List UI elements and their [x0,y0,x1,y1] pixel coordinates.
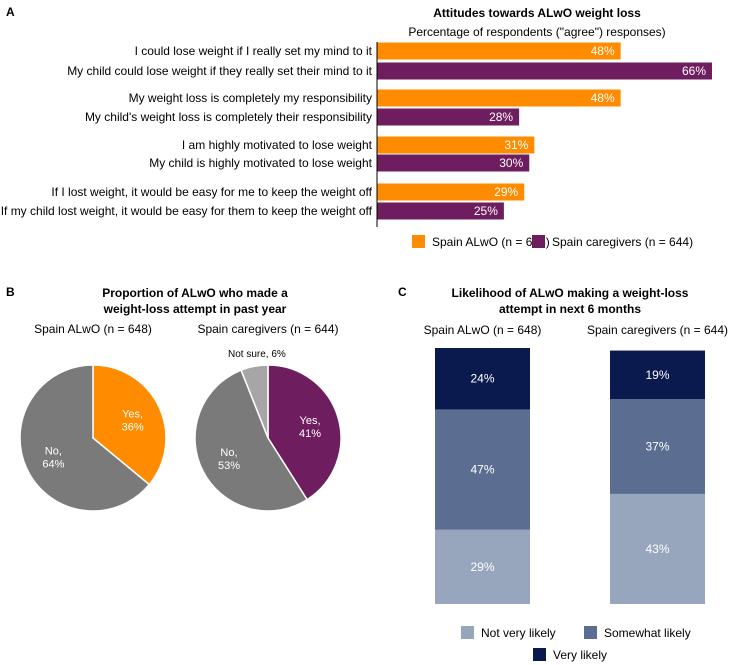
slice-label: Yes, [300,415,321,427]
category-label: I could lose weight if I really set my m… [135,44,373,58]
data-label: 24% [470,372,494,386]
bar [377,89,621,107]
bar [377,108,520,126]
data-label: 29% [494,185,518,199]
panel-c-bars: Spain ALwO (n = 648) 29% 47% 24% Spain careg… [424,323,728,604]
data-label: 28% [489,110,513,124]
panel-a-subtitle: Percentage of respondents ("agree") resp… [408,25,665,39]
pie-slice [92,364,167,486]
panel-b-pies: Spain ALwO (n = 648)Yes,36%No,64%Spain c… [19,322,342,512]
bar-category-label: Spain caregivers (n = 644) [587,323,728,337]
bar-segment [610,350,705,400]
panel-a-letter: A [6,5,15,19]
pie-slice [19,364,151,512]
bar [377,183,525,201]
legend-label: Not very likely [481,626,556,640]
slice-label: No, [45,446,62,458]
bar-segment [610,493,705,604]
slice-value: 41% [299,428,321,440]
pie-slice [194,369,309,512]
bar [377,202,504,220]
panel-b-letter: B [6,285,15,299]
legend-label: Spain ALwO (n = 648) [432,235,550,249]
pie-title: Spain ALwO (n = 648) [34,322,152,336]
pie-slice [240,364,269,439]
data-label: 66% [682,64,706,78]
legend-swatch [584,626,597,639]
panel-b-title-line-1: Proportion of ALwO who made a [102,286,288,300]
legend-label: Very likely [553,648,607,662]
panel-a-legend: Spain ALwO (n = 648) Spain caregivers (n … [412,235,693,249]
pie-title: Spain caregivers (n = 644) [197,322,338,336]
category-label: My child could lose weight if they reall… [67,64,372,78]
data-label: 31% [504,138,528,152]
panel-b-title-line-2: weight-loss attempt in past year [103,302,287,316]
category-label: I am highly motivated to lose weight [182,138,373,152]
data-label: 30% [499,156,523,170]
bar-category-label: Spain ALwO (n = 648) [424,323,542,337]
legend-label: Spain caregivers (n = 644) [552,235,693,249]
panel-c-legend: Not very likely Somewhat likely Very likel… [461,626,691,662]
slice-label: Yes, [122,408,143,420]
panel-a-bars: I could lose weight if I really set my m… [1,42,712,220]
panel-c-letter: C [398,285,407,299]
category-label: My child is highly motivated to lose wei… [149,156,372,170]
data-label: 29% [470,560,494,574]
data-label: 47% [470,463,494,477]
legend-swatch [533,648,546,661]
legend-swatch [461,626,474,639]
legend-swatch [532,235,545,248]
bar [377,136,535,154]
legend-label: Somewhat likely [604,626,691,640]
data-label: 43% [645,542,669,556]
category-label: My weight loss is completely my responsi… [129,91,372,105]
legend-swatch [412,235,425,248]
panel-b: B Proportion of ALwO who made a weight-l… [6,285,342,512]
data-label: 19% [645,368,669,382]
data-label: 48% [591,44,615,58]
data-label: 37% [645,440,669,454]
bar-segment [610,399,705,494]
panel-a-title: Attitudes towards ALwO weight loss [433,6,641,20]
bar [377,42,621,60]
bar-segment [435,348,530,410]
bar [377,62,712,80]
category-label: My child's weight loss is completely the… [85,110,372,124]
slice-outside-label: Not sure, 6% [228,349,286,360]
slice-value: 53% [218,460,240,472]
panel-c-title-line-1: Likelihood of ALwO making a weight-loss [452,286,689,300]
data-label: 25% [474,204,498,218]
category-label: If my child lost weight, it would be eas… [1,204,373,218]
data-label: 48% [591,91,615,105]
bar-segment [435,529,530,604]
bar [377,154,530,172]
slice-label: No, [220,447,237,459]
panel-c-title-line-2: attempt in next 6 months [499,302,641,316]
bar-segment [435,409,530,530]
panel-c: C Likelihood of ALwO making a weight-los… [398,285,728,662]
slice-value: 36% [122,421,144,433]
panel-a: A Attitudes towards ALwO weight loss Per… [1,5,712,249]
category-label: If I lost weight, it would be easy for m… [51,185,372,199]
slice-value: 64% [42,459,64,471]
